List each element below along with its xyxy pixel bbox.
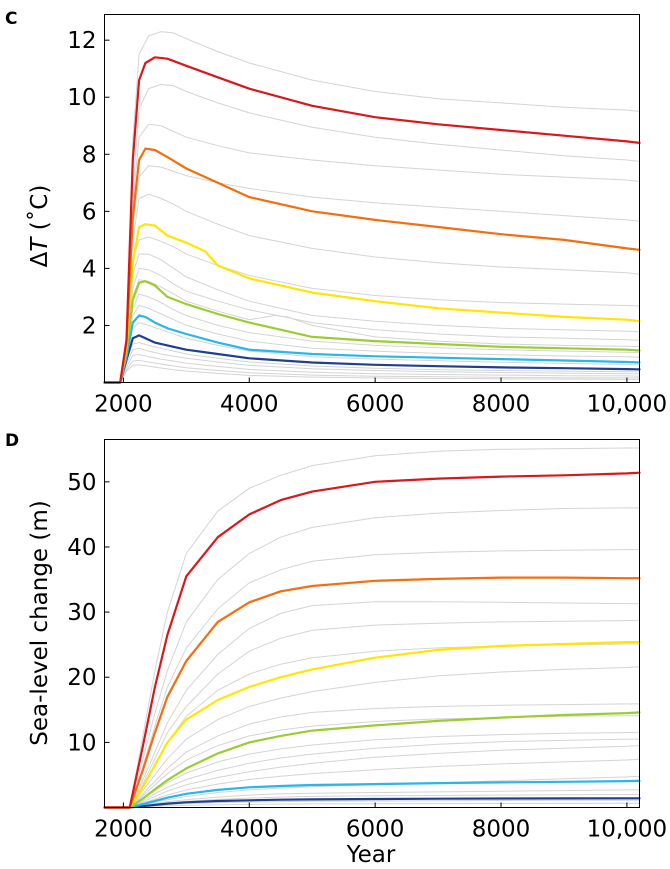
panel-d-highlight-line-1 xyxy=(103,471,641,809)
panel-c-x-axis: 2000 4000 6000 8000 10,000 xyxy=(94,377,667,418)
panel-c-background-line-16 xyxy=(104,359,640,383)
panel-d-y-tick-label: 20 xyxy=(67,665,96,691)
panel-d-x-tick-label: 4000 xyxy=(220,817,279,843)
panel-d-background-lines xyxy=(104,447,640,808)
panel-d-y-tick-label: 40 xyxy=(67,535,96,561)
panel-c-y-axis: 2 4 6 8 10 12 xyxy=(67,28,110,339)
panel-c-highlight-line-5 xyxy=(103,314,641,384)
panel-d-highlight-line-5 xyxy=(103,779,641,809)
panel-d-background-line-11 xyxy=(104,738,640,808)
panel-c-letter: C xyxy=(5,9,17,29)
panel-d-highlight-lines xyxy=(103,471,641,809)
panel-d-background-line-2 xyxy=(104,507,640,808)
panel-c-y-tick-label: 4 xyxy=(82,256,97,282)
panel-c-highlight-line-1 xyxy=(103,56,641,384)
panel-c-background-line-15 xyxy=(104,353,640,383)
panel-d-highlight-line-4 xyxy=(103,711,641,809)
panel-d-y-axis-title: Sea-level change (m) xyxy=(27,500,53,745)
panel-d-x-axis: 2000 4000 6000 8000 10,000 xyxy=(94,802,667,843)
panel-d-highlight-line-6 xyxy=(103,797,641,809)
panel-d-background-line-7 xyxy=(104,666,640,808)
panel-c-y-tick-label: 10 xyxy=(67,85,96,111)
panel-d-letter: D xyxy=(5,431,19,451)
panel-c-highlight-line-2 xyxy=(103,147,641,384)
panel-d-background-line-5 xyxy=(104,620,640,808)
panel-d-sea-level: D 2000 4000 6000 8000 10,000 10 20 30 40 50 Sea-… xyxy=(5,431,667,868)
panel-c-y-tick-label: 6 xyxy=(82,199,97,225)
panel-c-highlight-line-3 xyxy=(103,223,641,384)
panel-c-background-line-8 xyxy=(104,267,640,383)
panel-d-y-axis: 10 20 30 40 50 xyxy=(67,470,110,756)
panel-d-y-tick-label: 50 xyxy=(67,470,96,496)
panel-c-highlight-line-6 xyxy=(103,334,641,384)
panel-c-highlight-line-4 xyxy=(103,280,641,384)
panel-c-x-tick-label: 8000 xyxy=(472,392,531,418)
panel-c-background-line-17 xyxy=(104,364,640,383)
panel-d-x-axis-title: Year xyxy=(346,842,396,868)
panel-c-background-lines xyxy=(104,31,640,383)
panel-d-background-line-4 xyxy=(104,601,640,808)
panel-c-plot-frame xyxy=(104,14,640,383)
panel-c-x-tick-label: 6000 xyxy=(346,392,405,418)
panel-d-background-line-8 xyxy=(104,703,640,808)
panel-c-y-axis-title: ΔT (˚C) xyxy=(26,185,53,268)
panel-d-x-tick-label: 2000 xyxy=(94,817,153,843)
panel-c-temperature: C 2000 4000 6000 8000 10,000 2 4 6 8 10 12 ΔT (˚C… xyxy=(5,9,667,418)
panel-c-y-tick-label: 8 xyxy=(82,142,97,168)
panel-c-background-line-14 xyxy=(104,347,640,383)
panel-c-y-tick-label: 12 xyxy=(67,28,96,54)
panel-c-background-line-5 xyxy=(104,193,640,383)
panel-c-highlight-lines xyxy=(103,56,641,384)
panel-c-x-tick-label: 10,000 xyxy=(587,392,667,418)
panel-d-x-tick-label: 6000 xyxy=(346,817,405,843)
panel-d-plot-frame xyxy=(104,439,640,808)
panel-c-x-tick-label: 2000 xyxy=(94,392,153,418)
panel-d-highlight-line-3 xyxy=(103,641,641,809)
panel-c-x-tick-label: 4000 xyxy=(220,392,279,418)
panel-d-background-line-12 xyxy=(104,745,640,808)
panel-c-background-line-11 xyxy=(104,304,640,383)
panel-d-x-tick-label: 10,000 xyxy=(587,817,667,843)
panel-d-y-tick-label: 30 xyxy=(67,600,96,626)
panel-d-background-line-1 xyxy=(104,447,640,808)
panel-d-highlight-line-2 xyxy=(103,576,641,809)
panel-d-x-tick-label: 8000 xyxy=(472,817,531,843)
panel-c-background-line-13 xyxy=(104,342,640,383)
panel-c-y-tick-label: 2 xyxy=(82,313,97,339)
panel-d-y-tick-label: 10 xyxy=(67,730,96,756)
